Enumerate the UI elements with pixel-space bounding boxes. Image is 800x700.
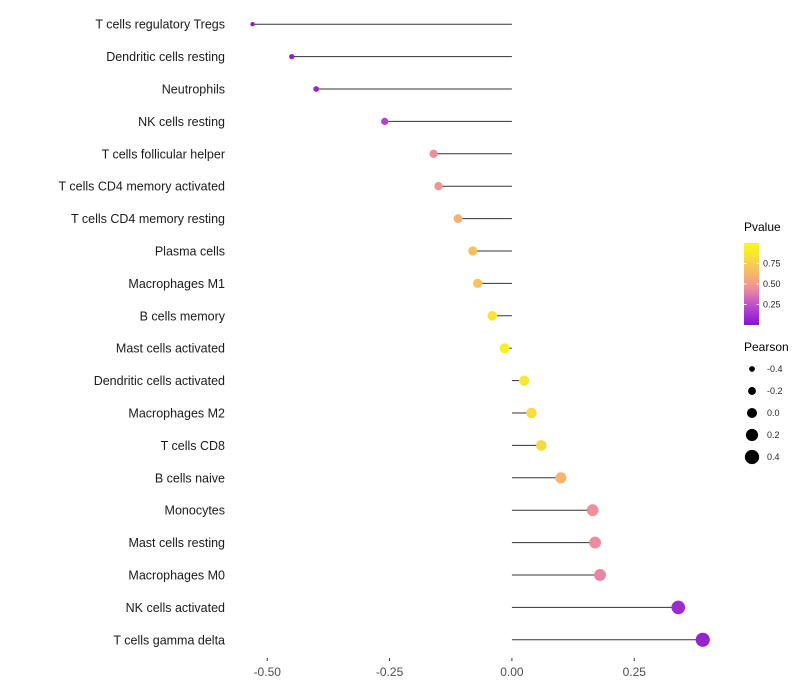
lollipop-dot: [589, 536, 602, 549]
y-axis-label: T cells CD4 memory activated: [59, 180, 226, 194]
lollipop-dot: [518, 375, 530, 386]
size-legend-label: 0.0: [767, 408, 780, 418]
size-legend-dot: [745, 428, 759, 442]
lollipop-dot: [526, 407, 537, 419]
lollipop-dot: [381, 117, 389, 126]
y-axis-label: Neutrophils: [162, 83, 225, 97]
size-legend-label: 0.2: [767, 430, 780, 440]
lollipop-dot: [429, 149, 438, 158]
lollipop-dot: [250, 21, 255, 27]
legend-pearson: Pearson -0.4 -0.2 0.0 0.2 0.4: [744, 340, 789, 465]
size-legend-label: 0.4: [767, 452, 780, 462]
x-axis: -0.50 -0.25 0.00 0.25: [254, 658, 647, 679]
size-legend-label: -0.2: [767, 386, 783, 396]
colorbar-tick-label: 0.75: [763, 259, 781, 269]
y-axis-label: B cells memory: [140, 309, 226, 323]
y-axis-label: T cells CD4 memory resting: [71, 212, 225, 226]
lollipop-dot: [555, 472, 567, 484]
y-axis-label: B cells naive: [155, 471, 225, 485]
y-axis-label: NK cells activated: [126, 601, 225, 615]
x-axis-label: 0.00: [500, 665, 524, 679]
lollipop-dot: [594, 569, 606, 581]
y-axis-label: Mast cells resting: [128, 536, 225, 550]
y-axis-label: T cells CD8: [161, 439, 225, 453]
lollipop-dot: [473, 278, 483, 289]
y-axis-label: Macrophages M1: [128, 277, 225, 291]
y-axis-label: Plasma cells: [155, 245, 225, 259]
legend-pvalue: Pvalue 0.75 0.50 0.25: [744, 220, 781, 325]
lollipop-dot: [487, 311, 498, 321]
legend-pvalue-title: Pvalue: [744, 220, 781, 234]
x-axis-label: -0.50: [254, 665, 282, 679]
lollipop-dot: [499, 343, 510, 354]
size-legend-dot: [748, 387, 756, 395]
size-legend-dot: [746, 407, 758, 419]
size-legend-label: -0.4: [767, 364, 783, 374]
lollipop-dot: [289, 53, 295, 60]
x-axis-label: 0.25: [623, 665, 647, 679]
y-axis-label: T cells follicular helper: [102, 147, 225, 161]
lollipop-dot: [434, 181, 443, 191]
colorbar-tick-label: 0.25: [763, 300, 781, 310]
colorbar-tick-label: 0.50: [763, 279, 781, 289]
lollipop-dot: [586, 504, 599, 517]
y-axis-label: Monocytes: [165, 504, 225, 518]
pvalue-colorbar: [744, 243, 759, 325]
y-axis-label: Macrophages M0: [128, 569, 225, 583]
size-legend-dot: [744, 449, 760, 465]
lollipop-dot: [313, 86, 320, 92]
lollipop-dot: [535, 440, 547, 451]
y-axis-label: NK cells resting: [138, 115, 225, 129]
y-axis-label: Mast cells activated: [116, 342, 225, 356]
plot-area: [250, 21, 710, 647]
y-axis-label: T cells gamma delta: [113, 633, 225, 647]
lollipop-dot: [671, 600, 686, 615]
size-legend-dot: [749, 366, 755, 372]
legend-pearson-title: Pearson: [744, 340, 789, 354]
y-axis-label: Dendritic cells resting: [106, 50, 225, 64]
lollipop-dot: [453, 214, 463, 224]
y-axis-label: T cells regulatory Tregs: [95, 18, 225, 32]
y-axis-label: Dendritic cells activated: [94, 374, 225, 388]
lollipop-dot: [468, 246, 478, 256]
y-axis: T cells regulatory Tregs Dendritic cells …: [59, 18, 226, 648]
x-axis-label: -0.25: [376, 665, 404, 679]
lollipop-dot: [695, 632, 710, 647]
y-axis-label: Macrophages M2: [128, 407, 225, 421]
